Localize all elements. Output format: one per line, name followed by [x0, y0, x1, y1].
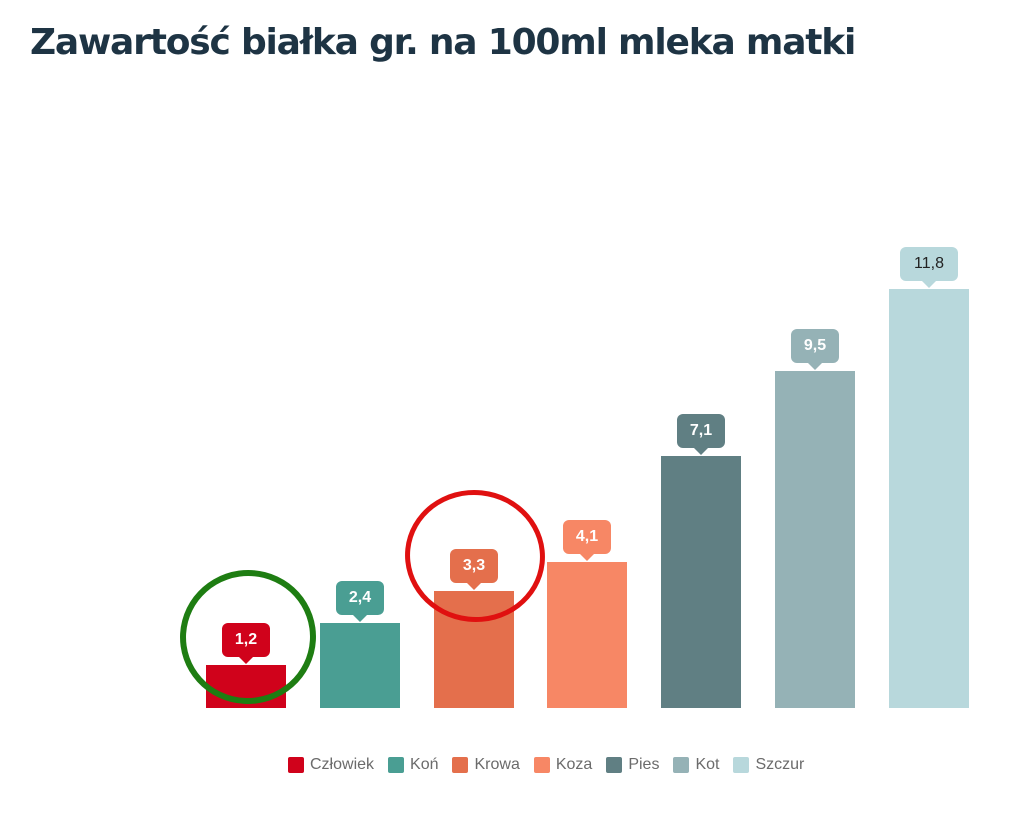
legend-label: Krowa [474, 756, 520, 773]
legend-item-kot[interactable]: Kot [673, 756, 719, 774]
bar-koń [320, 623, 400, 708]
legend-swatch-icon [452, 757, 469, 773]
value-label: 2,4 [336, 581, 384, 622]
chart-legend: Człowiek Koń Krowa Koza Pies Kot Szczur [288, 756, 804, 774]
legend-label: Koza [555, 756, 593, 773]
legend-swatch-icon [533, 757, 550, 773]
legend-label: Kot [695, 756, 720, 773]
legend-item-szczur[interactable]: Szczur [733, 756, 804, 774]
value-label: 1,2 [222, 623, 270, 664]
legend-swatch-icon [288, 757, 304, 773]
legend-label: Szczur [755, 756, 805, 773]
value-label: 9,5 [791, 329, 839, 370]
legend-label: Człowiek [310, 756, 375, 773]
bar-szczur [889, 289, 969, 708]
legend-item-człowiek[interactable]: Człowiek [288, 756, 374, 774]
legend-label: Koń [410, 756, 439, 773]
legend-swatch-icon [606, 757, 623, 773]
value-label: 4,1 [563, 520, 611, 561]
legend-item-koń[interactable]: Koń [388, 756, 438, 774]
bar-koza [547, 562, 627, 708]
legend-item-krowa[interactable]: Krowa [452, 756, 520, 774]
legend-label: Pies [628, 756, 660, 773]
bar-człowiek [206, 665, 286, 708]
legend-swatch-icon [673, 757, 690, 773]
value-label: 7,1 [677, 414, 725, 455]
value-label: 3,3 [450, 549, 498, 590]
legend-item-pies[interactable]: Pies [606, 756, 659, 774]
bar-kot [775, 371, 855, 708]
legend-swatch-icon [733, 757, 750, 773]
bar-krowa [434, 591, 514, 708]
legend-item-koza[interactable]: Koza [533, 756, 593, 774]
bar-pies [661, 456, 741, 708]
legend-swatch-icon [388, 757, 405, 773]
chart-title: Zawartość białka gr. na 100ml mleka matk… [30, 22, 856, 63]
value-label: 11,8 [900, 247, 958, 288]
